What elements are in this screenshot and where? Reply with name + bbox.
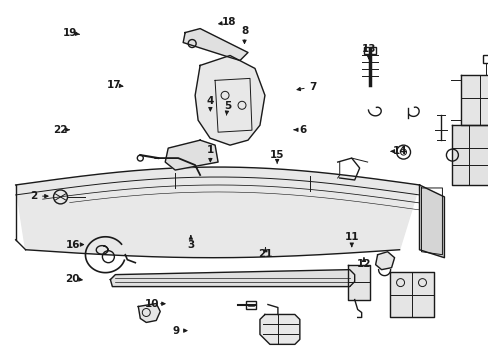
Text: 18: 18 xyxy=(221,17,236,27)
Text: 15: 15 xyxy=(269,150,284,160)
Text: 17: 17 xyxy=(106,80,121,90)
Text: 13: 13 xyxy=(361,44,375,54)
Text: 6: 6 xyxy=(299,125,306,135)
Bar xyxy=(245,301,255,309)
Polygon shape xyxy=(183,28,247,60)
Polygon shape xyxy=(419,185,444,258)
Polygon shape xyxy=(195,55,264,145)
Text: 16: 16 xyxy=(65,239,80,249)
Text: 12: 12 xyxy=(356,259,370,269)
Text: 3: 3 xyxy=(187,239,194,249)
Text: 8: 8 xyxy=(241,26,247,36)
Text: 10: 10 xyxy=(144,299,159,309)
Polygon shape xyxy=(347,265,369,300)
Polygon shape xyxy=(451,125,488,185)
Text: 9: 9 xyxy=(172,325,180,336)
Polygon shape xyxy=(461,75,488,125)
Text: 19: 19 xyxy=(63,28,78,38)
Polygon shape xyxy=(389,272,433,318)
Polygon shape xyxy=(16,167,419,258)
Bar xyxy=(363,46,375,54)
Polygon shape xyxy=(165,140,218,170)
Text: 5: 5 xyxy=(224,102,231,112)
Polygon shape xyxy=(260,315,299,345)
Text: 1: 1 xyxy=(206,144,214,154)
Text: 7: 7 xyxy=(308,82,316,92)
Text: 22: 22 xyxy=(53,125,67,135)
Text: 21: 21 xyxy=(258,248,272,258)
Text: 4: 4 xyxy=(206,96,214,106)
Text: 14: 14 xyxy=(392,146,407,156)
Bar xyxy=(482,55,488,63)
Text: 11: 11 xyxy=(344,232,358,242)
Polygon shape xyxy=(110,270,354,287)
Polygon shape xyxy=(138,303,160,323)
Text: 2: 2 xyxy=(30,191,38,201)
Text: 20: 20 xyxy=(65,274,80,284)
Polygon shape xyxy=(375,252,394,270)
